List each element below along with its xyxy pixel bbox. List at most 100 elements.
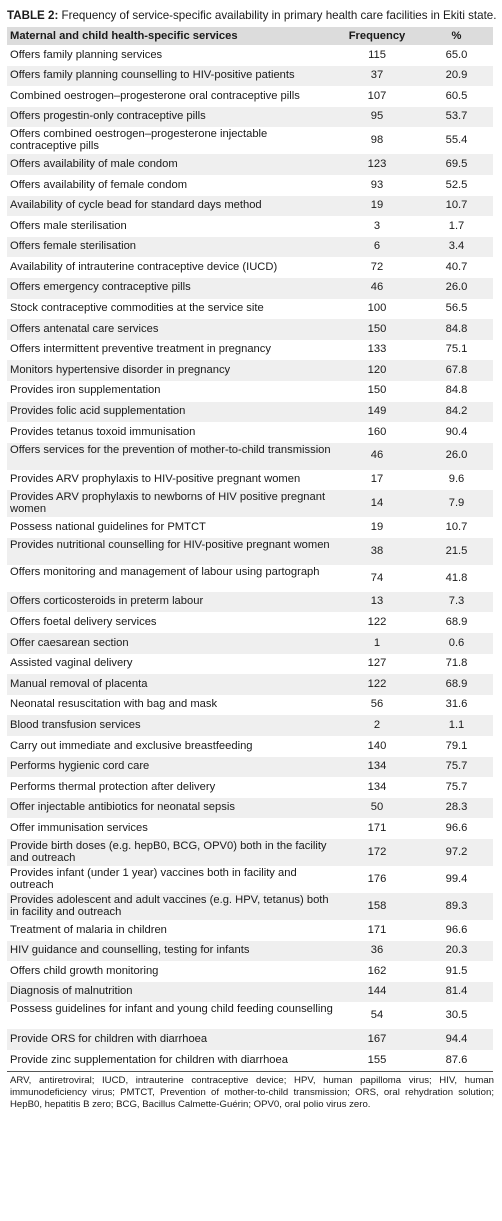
percent-cell: 0.6 [448,636,465,649]
table-row: Offers male sterilisation 3 1.7 [7,216,493,237]
column-header-service: Maternal and child health-specific servi… [10,30,238,42]
table-row: HIV guidance and counselling, testing fo… [7,940,493,962]
service-cell: Provides tetanus toxoid immunisation [10,425,196,438]
percent-cell: 75.7 [445,760,468,773]
table-row: Offers services for the prevention of mo… [7,442,493,470]
services-table: Maternal and child health-specific servi… [7,27,493,1071]
table-row: Provides folic acid supplementation 149 84… [7,401,493,423]
percent-cell: 55.4 [445,134,468,147]
frequency-cell: 19 [370,199,384,212]
table-row: Manual removal of placenta 122 68.9 [7,674,493,695]
frequency-cell: 17 [370,473,384,486]
service-cell: Assisted vaginal delivery [10,657,133,670]
service-cell: Provide ORS for children with diarrhoea [10,1032,208,1045]
frequency-cell: 98 [370,134,384,147]
table-row: Provides ARV prophylaxis to HIV-positive… [7,469,493,491]
percent-cell: 52.5 [445,178,468,191]
percent-cell: 91.5 [445,964,468,977]
service-cell: Offers family planning services [10,48,163,61]
column-header-percent: % [451,30,462,42]
frequency-cell: 122 [367,616,387,629]
table-row: Possess guidelines for infant and young … [7,1002,493,1030]
service-cell: Offers intermittent preventive treatment… [10,343,271,356]
table-row: Provide zinc supplementation for childre… [7,1049,493,1071]
service-cell: Provides folic acid supplementation [10,405,186,418]
frequency-cell: 13 [370,595,384,608]
service-cell: Provides infant (under 1 year) vaccines … [10,867,297,891]
table-row: Offer immunisation services 171 96.6 [7,818,493,839]
table-row: Possess national guidelines for PMTCT 19 1… [7,517,493,538]
percent-cell: 90.4 [445,425,468,438]
service-cell: Offers services for the prevention of mo… [10,443,331,456]
frequency-cell: 176 [367,872,387,885]
service-cell: Performs thermal protection after delive… [10,780,216,793]
frequency-cell: 6 [373,240,381,253]
frequency-cell: 38 [370,544,384,557]
frequency-cell: 50 [370,801,384,814]
service-cell: Offers emergency contraceptive pills [10,281,191,294]
percent-cell: 84.8 [445,322,468,335]
table-row: Offer caesarean section 1 0.6 [7,633,493,654]
percent-cell: 10.7 [445,199,468,212]
percent-cell: 65.0 [445,48,468,61]
service-cell: Provides adolescent and adult vaccines (… [10,894,329,918]
percent-cell: 81.4 [445,985,468,998]
percent-cell: 68.9 [445,677,468,690]
service-cell: Performs hygienic cord care [10,760,150,773]
frequency-cell: 107 [367,89,387,102]
service-cell: Diagnosis of malnutrition [10,985,133,998]
percent-cell: 40.7 [445,260,468,273]
percent-cell: 41.8 [445,571,468,584]
service-cell: Provides ARV prophylaxis to newborns of … [10,491,326,515]
frequency-cell: 19 [370,520,384,533]
frequency-cell: 127 [367,657,387,670]
percent-cell: 56.5 [445,302,468,315]
table-row: Offers family planning services 115 65.0 [7,45,493,66]
percent-cell: 21.5 [445,544,468,557]
percent-cell: 28.3 [445,801,468,814]
service-cell: Offers male sterilisation [10,219,127,232]
frequency-cell: 150 [367,384,387,397]
frequency-cell: 14 [370,497,384,510]
frequency-cell: 100 [367,302,387,315]
table-row: Provides adolescent and adult vaccines (… [7,893,493,920]
service-cell: Provides iron supplementation [10,384,161,397]
percent-cell: 20.9 [445,69,468,82]
table-row: Stock contraceptive commodities at the s… [7,298,493,320]
table-footnote: ARV, antiretroviral; IUCD, intrauterine … [10,1074,494,1111]
percent-cell: 60.5 [445,89,468,102]
table-row: Offers availability of male condom 123 69.… [7,154,493,175]
service-cell: Stock contraceptive commodities at the s… [10,302,264,315]
percent-cell: 79.1 [445,739,468,752]
percent-cell: 89.3 [445,899,468,912]
table-row: Offers monitoring and management of labo… [7,564,493,592]
service-cell: Offers antenatal care services [10,322,159,335]
frequency-cell: 2 [373,718,381,731]
frequency-cell: 167 [367,1032,387,1045]
percent-cell: 26.0 [445,449,468,462]
frequency-cell: 155 [367,1053,387,1066]
table-row: Offers child growth monitoring 162 91.5 [7,961,493,982]
table-row: Availability of cycle bead for standard … [7,195,493,217]
frequency-cell: 3 [373,219,381,232]
percent-cell: 75.7 [445,780,468,793]
service-cell: Offers progestin-only contraceptive pill… [10,110,206,123]
service-cell: Neonatal resuscitation with bag and mask [10,698,218,711]
table-row: Monitors hypertensive disorder in pregna… [7,360,493,381]
table-row: Availability of intrauterine contracepti… [7,257,493,278]
frequency-cell: 123 [367,157,387,170]
service-cell: Monitors hypertensive disorder in pregna… [10,363,231,376]
service-cell: Offers availability of female condom [10,178,188,191]
service-cell: Provide zinc supplementation for childre… [10,1053,288,1066]
percent-cell: 71.8 [445,657,468,670]
percent-cell: 97.2 [445,845,468,858]
table-caption: TABLE 2: Frequency of service-specific a… [7,9,497,23]
frequency-cell: 160 [367,425,387,438]
service-cell: Offers monitoring and management of labo… [10,565,320,578]
frequency-cell: 171 [367,923,387,936]
frequency-cell: 115 [368,48,386,61]
frequency-cell: 149 [367,405,387,418]
service-cell: Offers child growth monitoring [10,964,159,977]
table-row: Provides infant (under 1 year) vaccines … [7,866,493,893]
service-cell: Offers family planning counselling to HI… [10,69,295,82]
